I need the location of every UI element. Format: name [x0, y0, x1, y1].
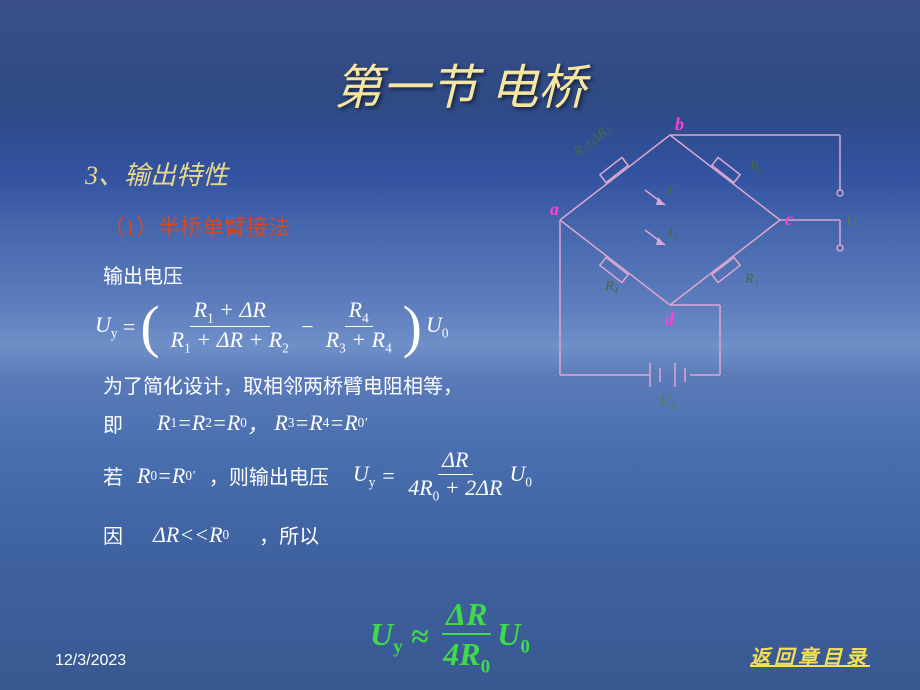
if-label: 若	[103, 461, 123, 490]
so-label: ，所以	[259, 520, 319, 549]
output-voltage-label: 输出电压	[103, 260, 532, 289]
eq1-rhs: U	[426, 312, 442, 337]
circuit-diagram: a b c d R₁±ΔR₁ R₂ R₃ R₄ I₁ I₂ Uy U0	[550, 115, 860, 415]
section-heading-text: 输出特性	[124, 161, 228, 190]
minus-sign: −	[300, 314, 315, 340]
equation-1: Uy = ( R1 + ΔR R1 + ΔR + R2 − R4 R3 + R4…	[95, 297, 532, 356]
then-output-label: ，则输出电压	[209, 461, 329, 490]
node-a-label: a	[550, 199, 559, 219]
equals-sign: =	[121, 314, 136, 340]
node-b-label: b	[675, 115, 684, 134]
equation-2: R1 = R2 = R0， R3 = R4 = R0′	[157, 407, 367, 439]
subsection-number: （1）	[103, 215, 158, 240]
r1-label: R₁±ΔR₁	[570, 122, 614, 161]
ie-row: 即 R1 = R2 = R0， R3 = R4 = R0′	[103, 407, 532, 439]
subsection-heading: （1）半桥单臂接法	[103, 210, 532, 242]
eq1-lhs-sub: y	[111, 325, 118, 340]
node-d-label: d	[665, 309, 675, 329]
eq1-rhs-sub: 0	[442, 325, 449, 340]
uy-label: Uy	[846, 212, 860, 232]
because-row: 因 ΔR << R0 ，所以	[103, 520, 532, 549]
i1-label: I₁	[667, 184, 678, 199]
footer-date: 12/3/2023	[55, 652, 126, 670]
ie-label: 即	[103, 409, 123, 438]
paren-right: )	[403, 312, 422, 341]
equation-4: Uy = ΔR 4R0 + 2ΔR U0	[353, 447, 532, 504]
equation-5: ΔR << R0	[153, 522, 229, 548]
eq1-frac2: R4 R3 + R4	[322, 297, 396, 356]
final-equation: Uy ≈ ΔR 4R0 U0	[370, 595, 530, 679]
section-number: 3、	[85, 161, 124, 190]
equation-3: R0 = R0′	[137, 463, 195, 489]
section-heading: 3、输出特性	[85, 155, 532, 192]
return-toc-link[interactable]: 返回章目录	[750, 641, 870, 670]
i2-label: I₂	[667, 226, 678, 241]
slide-title: 第一节 电桥	[0, 0, 920, 118]
eq1-lhs: U	[95, 312, 111, 337]
r2-label: R₂	[749, 159, 764, 174]
node-c-label: c	[785, 209, 793, 229]
eq1-frac1: R1 + ΔR R1 + ΔR + R2	[167, 297, 293, 356]
r4-label: R₄	[604, 279, 619, 294]
content-area: 3、输出特性 （1）半桥单臂接法 输出电压 Uy = ( R1 + ΔR R1 …	[85, 155, 532, 549]
if-row: 若 R0 = R0′ ，则输出电压 Uy = ΔR 4R0 + 2ΔR U0	[103, 447, 532, 504]
because-label: 因	[103, 520, 123, 549]
simplify-text: 为了简化设计，取相邻两桥臂电阻相等，	[103, 370, 532, 399]
u0-label: U0	[660, 392, 677, 412]
subsection-heading-text: 半桥单臂接法	[158, 215, 290, 240]
paren-left: (	[140, 312, 159, 341]
r3-label: R₃	[744, 272, 759, 287]
